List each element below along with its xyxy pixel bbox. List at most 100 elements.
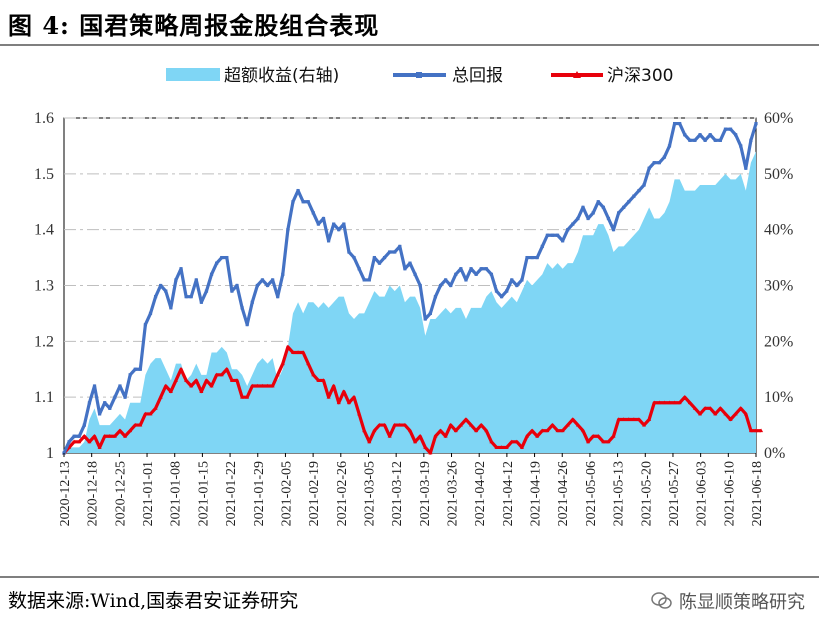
hs300-point: [443, 434, 448, 438]
total-return-point: [444, 278, 448, 282]
total-return-point: [525, 255, 529, 260]
y-left-tick-label: 1.5: [34, 166, 54, 183]
hs300-point: [199, 389, 204, 393]
hs300-point: [514, 439, 519, 444]
total-return-point: [382, 255, 387, 260]
total-return-point: [576, 216, 580, 221]
hs300-point: [504, 445, 509, 449]
total-return-point: [332, 222, 336, 226]
total-return-point: [652, 161, 656, 165]
total-return-point: [586, 216, 590, 221]
hs300-point: [616, 417, 621, 421]
y-right-tick-label: 10%: [764, 389, 793, 406]
total-return-point: [398, 244, 402, 249]
hs300-point: [235, 378, 239, 382]
total-return-point: [744, 166, 748, 170]
hs300-point: [748, 428, 753, 433]
x-tick-label: 2021-04-26: [556, 461, 571, 526]
hs300-point: [372, 428, 377, 433]
watermark-text: 陈显顺策略研究: [679, 592, 805, 613]
top-divider: [0, 44, 819, 46]
hs300-point: [474, 428, 479, 433]
hs300-point: [438, 428, 443, 433]
hs300-point: [718, 406, 723, 410]
hs300-point: [565, 422, 570, 427]
legend: 超额收益(右轴) 总回报 沪深300: [166, 66, 673, 86]
hs300-point: [346, 400, 351, 405]
hs300-point: [331, 383, 336, 388]
hs300-point: [184, 378, 189, 382]
x-tick-label: 2021-01-01: [141, 461, 156, 526]
total-return-point: [678, 121, 682, 126]
total-return-point: [459, 267, 463, 271]
total-return-point: [749, 138, 753, 142]
total-return-point: [255, 283, 259, 288]
legend-swatch-excess: [166, 68, 220, 81]
hs300-point: [265, 383, 270, 388]
total-return-point: [87, 401, 92, 405]
hs300-point: [270, 383, 275, 388]
hs300-point: [703, 406, 708, 410]
total-return-point: [367, 278, 371, 282]
total-return-point: [108, 406, 112, 410]
hs300-point: [179, 367, 184, 371]
hs300-point: [102, 434, 107, 438]
total-return-point: [301, 200, 305, 204]
hs300-point: [219, 372, 224, 377]
hs300-point: [382, 422, 387, 427]
total-return-point: [92, 384, 97, 388]
hs300-point: [657, 400, 662, 405]
hs300-point: [148, 411, 153, 416]
total-return-point: [662, 155, 667, 159]
total-return-point: [388, 250, 392, 254]
hs300-point: [240, 394, 245, 399]
total-return-point: [169, 306, 173, 310]
total-return-point: [449, 283, 453, 288]
total-return-point: [296, 188, 300, 193]
x-tick-label: 2021-02-05: [279, 461, 294, 526]
x-tick-label: 2021-06-18: [750, 461, 765, 526]
hs300-point: [392, 422, 397, 427]
hs300-point: [652, 400, 657, 405]
hs300-point: [133, 422, 138, 427]
total-return-point: [337, 228, 341, 232]
total-return-point: [123, 395, 127, 399]
hs300-point: [525, 434, 530, 438]
hs300-point: [458, 422, 463, 427]
hs300-point: [647, 417, 652, 421]
hs300-point: [611, 434, 616, 438]
hs300-point: [545, 428, 550, 433]
x-tick-label: 2021-03-26: [446, 461, 461, 526]
y-left-tick-label: 1.1: [34, 389, 54, 406]
total-return-point: [225, 255, 229, 260]
x-tick-label: 2021-01-22: [224, 461, 239, 526]
x-tick-label: 2021-01-15: [196, 461, 211, 526]
x-tick-label: 2021-01-29: [252, 461, 267, 526]
x-tick-label: 2021-02-19: [307, 461, 322, 526]
x-tick-label: 2021-06-03: [695, 461, 710, 526]
total-return-point: [581, 205, 585, 209]
hs300-line: [62, 345, 762, 455]
excess-return-area: [64, 151, 756, 453]
hs300-point: [413, 439, 418, 444]
y-left-tick-label: 1.4: [34, 222, 54, 239]
hs300-point: [591, 434, 596, 438]
total-return-point: [403, 267, 407, 271]
hs300-point: [560, 428, 565, 433]
hs300-point: [463, 417, 468, 421]
hs300-point: [535, 434, 540, 438]
hs300-point: [581, 428, 585, 433]
total-return-point: [128, 373, 132, 377]
hs300-point: [72, 439, 77, 444]
total-return-point: [713, 138, 717, 142]
hs300-point: [275, 372, 280, 377]
hs300-point: [397, 422, 402, 427]
total-return-point: [342, 222, 346, 226]
hs300-point: [570, 417, 575, 421]
hs300-point: [204, 378, 209, 382]
total-return-point: [683, 133, 687, 137]
total-return-point: [418, 283, 422, 288]
x-tick-label: 2021-02-26: [335, 461, 350, 526]
hs300-point: [311, 372, 316, 377]
total-return-point: [215, 261, 219, 265]
